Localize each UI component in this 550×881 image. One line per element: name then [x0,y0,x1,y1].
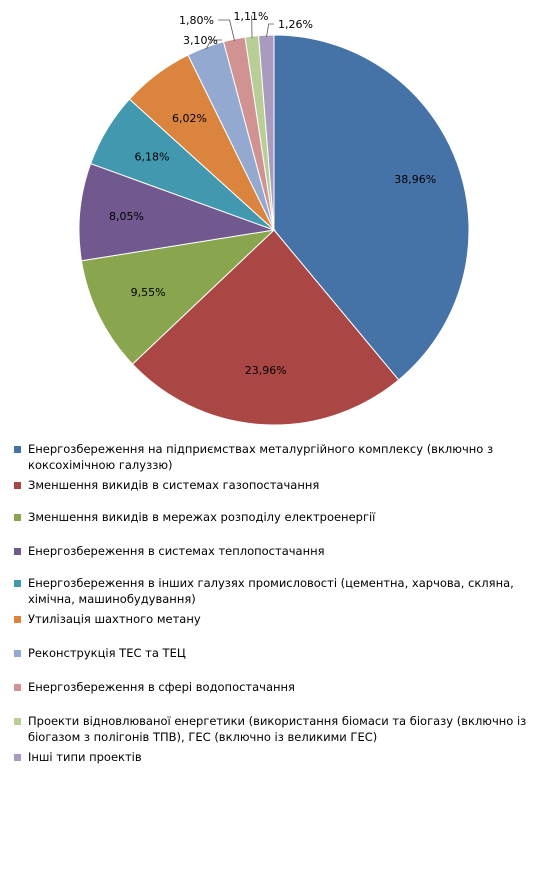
legend-label: Енергозбереження в інших галузях промисл… [28,576,514,606]
legend: Енергозбереження на підприємствах металу… [14,441,536,765]
leader-line [218,19,235,42]
pie-slice [131,229,400,426]
legend-label: Енергозбереження в системах теплопостача… [28,544,325,558]
legend-swatch [14,548,21,555]
data-label: 6,02% [172,112,207,125]
legend-label: Енергозбереження на підприємствах металу… [28,442,494,472]
legend-item: Енергозбереження в інших галузях промисл… [14,575,536,607]
data-label: 9,55% [131,286,166,299]
legend-label: Енергозбереження в сфері водопостачання [28,680,295,694]
data-label: 1,11% [234,10,269,23]
legend-label: Зменшення викидів в системах газопостача… [28,478,320,492]
leader-line [266,23,274,38]
data-label: 8,05% [109,210,144,223]
legend-label: Утилізація шахтного метану [28,612,201,626]
legend-item: Інші типи проектів [14,749,536,765]
legend-item: Енергозбереження на підприємствах металу… [14,441,536,473]
pie-slice [273,34,470,381]
data-label: 1,80% [179,14,214,27]
legend-swatch [14,718,21,725]
legend-label: Реконструкція ТЕС та ТЕЦ [28,646,186,660]
pie-slice [78,162,276,262]
legend-swatch [14,580,21,587]
legend-item: Реконструкція ТЕС та ТЕЦ [14,645,536,661]
legend-item: Проекти відновлюваної енергетики (викори… [14,713,536,745]
pie-slice [258,34,275,231]
data-label: 23,96% [245,364,287,377]
pie-chart: 38,96% 23,96% 9,55% 8,05% 6,18% 6,02% 3,10% 1,8… [78,10,470,426]
data-label: 1,26% [278,18,313,31]
legend-item: Енергозбереження в системах теплопостача… [14,543,536,559]
legend-swatch [14,650,21,657]
legend-item: Зменшення викидів в мережах розподілу ел… [14,509,536,525]
legend-label: Проекти відновлюваної енергетики (викори… [28,714,527,744]
data-label: 38,96% [394,173,436,186]
legend-item: Енергозбереження в сфері водопостачання [14,679,536,695]
legend-swatch [14,754,21,761]
pie-slice [80,229,276,365]
legend-item: Утилізація шахтного метану [14,611,536,627]
data-label: 3,10% [183,34,218,47]
legend-swatch [14,514,21,521]
legend-swatch [14,446,21,453]
legend-swatch [14,684,21,691]
legend-label: Інші типи проектів [28,750,142,764]
leader-line [251,15,253,39]
data-label: 6,18% [135,151,170,164]
leader-line [205,39,222,50]
legend-swatch [14,482,21,489]
legend-item: Зменшення викидів в системах газопостача… [14,477,536,493]
legend-swatch [14,616,21,623]
legend-label: Зменшення викидів в мережах розподілу ел… [28,510,376,524]
